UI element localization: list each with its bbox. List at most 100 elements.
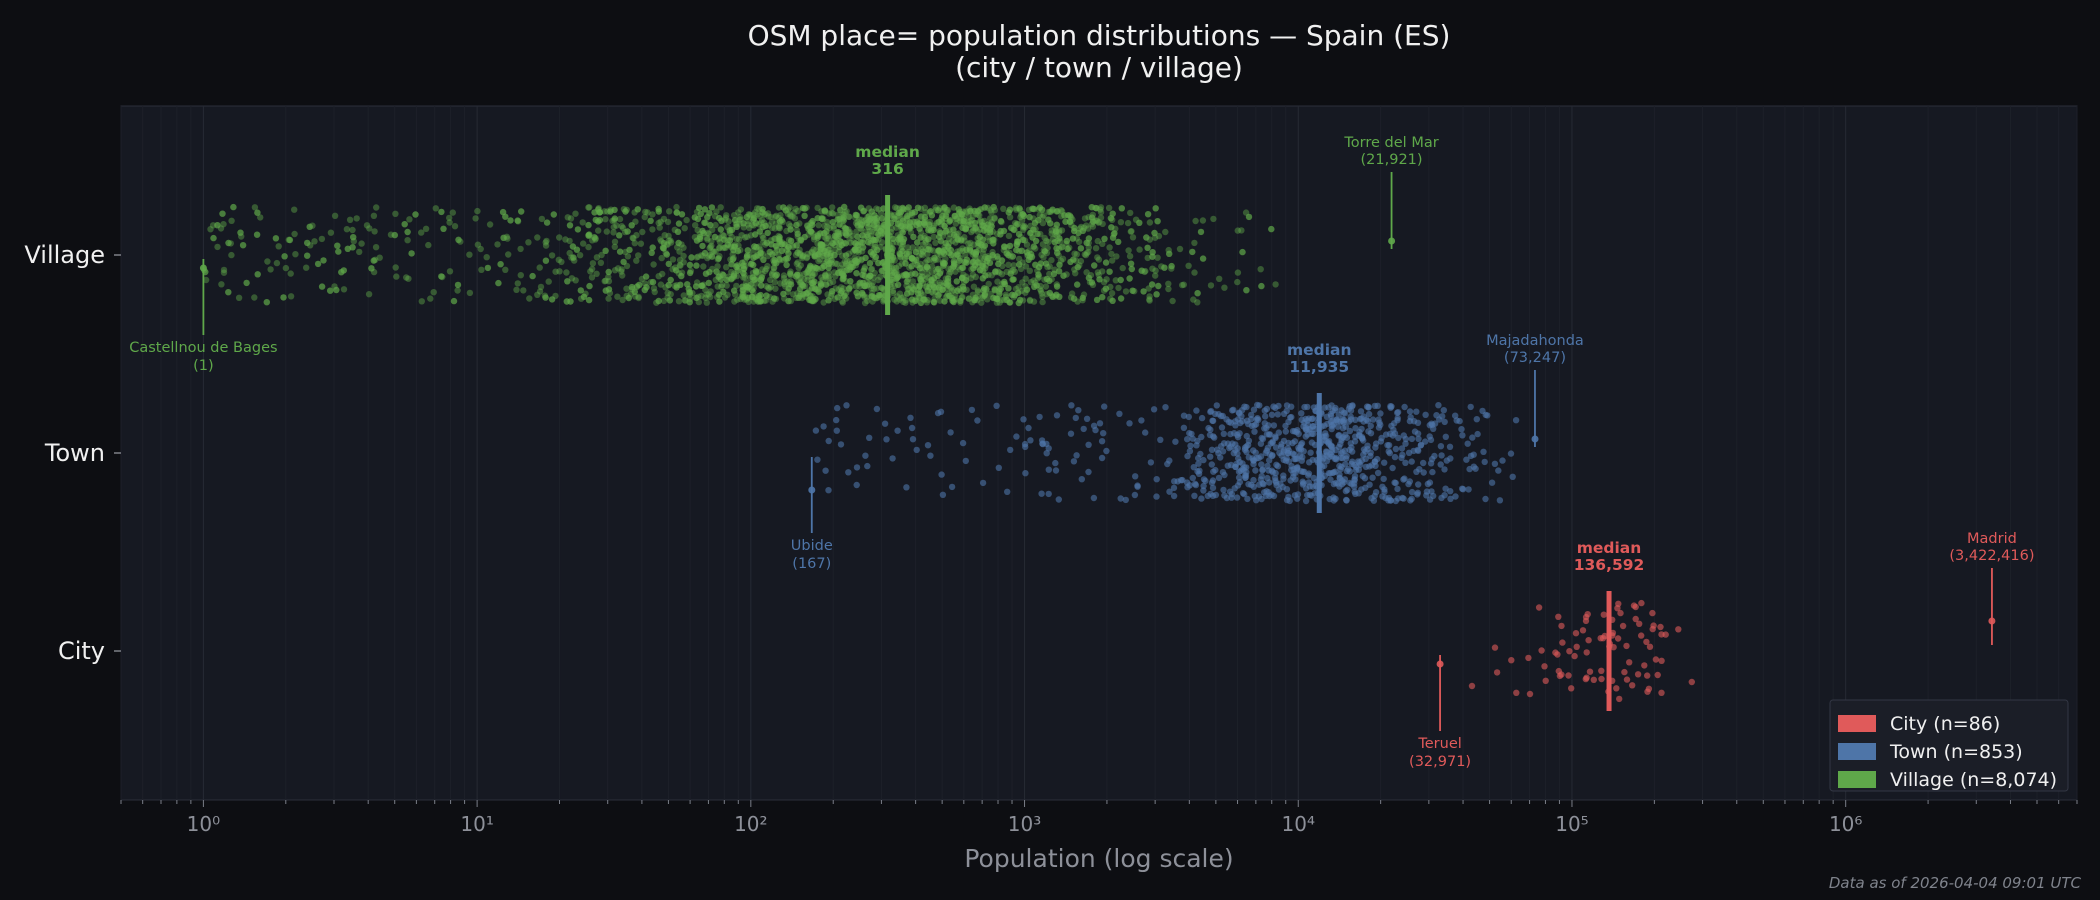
data-point [871,269,878,277]
data-point [859,244,867,251]
data-point [1058,207,1065,214]
data-point [1138,417,1145,424]
data-point [891,257,898,264]
data-point [914,204,922,211]
data-point [1405,449,1413,456]
data-point [548,252,556,259]
data-point [1220,486,1227,494]
data-point [969,212,977,220]
data-point [904,286,912,293]
data-point [1026,253,1034,260]
data-point [917,260,924,268]
data-point [1052,459,1059,467]
data-point [727,242,735,249]
data-point [681,225,688,232]
data-point [752,253,759,260]
data-point [1381,459,1388,466]
data-point [1125,247,1132,254]
data-point [865,274,872,281]
data-point [763,239,771,246]
data-point [821,230,828,237]
data-point [737,216,744,223]
data-point [909,218,917,225]
data-point [772,285,779,292]
data-point [933,268,940,275]
data-point [1675,626,1682,633]
data-point [1437,461,1444,468]
data-point [1115,284,1122,292]
data-point [804,273,811,280]
data-point [1644,672,1651,679]
data-point [1041,276,1048,283]
data-point [750,276,757,284]
data-point [657,236,664,243]
data-point [1566,648,1573,655]
data-point [1032,261,1039,268]
data-point [787,237,795,245]
data-point [1348,460,1355,467]
data-point [1187,442,1194,449]
data-point [1597,635,1604,642]
data-point [804,250,811,258]
data-point [307,242,314,249]
data-point [1030,226,1037,233]
data-point [957,266,964,273]
data-point [967,275,975,282]
data-point [218,281,225,288]
data-point [771,235,778,242]
data-point [1416,466,1423,473]
data-point [1072,414,1080,422]
data-point [922,259,929,266]
data-point [331,283,338,290]
data-point [878,267,885,274]
data-point [811,253,818,260]
data-point [976,246,983,253]
data-point [1015,289,1022,296]
data-point [676,248,683,255]
data-point [556,234,563,241]
data-point [1097,209,1105,216]
data-point [793,221,800,229]
data-point [1180,424,1188,431]
data-point [836,243,843,251]
data-point [712,221,719,229]
data-point [1406,408,1414,415]
data-point [1324,420,1331,428]
data-point [726,237,734,244]
data-point [939,286,946,293]
data-point [717,276,724,283]
data-point [897,209,905,216]
data-point [665,232,672,240]
data-point [635,252,642,259]
data-point [1166,250,1173,257]
data-point [1112,225,1119,232]
data-point [906,219,914,226]
data-point [1343,496,1350,504]
data-point [992,269,999,276]
data-point [683,216,690,224]
data-point [792,273,800,280]
data-point [1020,212,1028,219]
data-point [787,223,794,230]
data-point [847,264,855,271]
data-point [872,229,880,236]
data-point [1058,208,1066,215]
data-point [291,206,298,213]
data-point [811,270,818,277]
data-point [769,251,776,258]
data-point [771,295,778,302]
legend-swatch-village [1838,771,1876,788]
data-point [314,260,322,268]
data-point [1268,225,1275,233]
data-point [1134,482,1141,489]
data-point [486,221,494,228]
data-point [1115,238,1122,246]
data-point [827,250,834,258]
data-point [1442,433,1450,440]
data-point [251,294,258,301]
data-point [996,299,1003,306]
x-axis-label: Population (log scale) [964,844,1233,873]
data-point [1323,449,1330,456]
data-point [804,289,811,296]
data-point [987,290,994,298]
